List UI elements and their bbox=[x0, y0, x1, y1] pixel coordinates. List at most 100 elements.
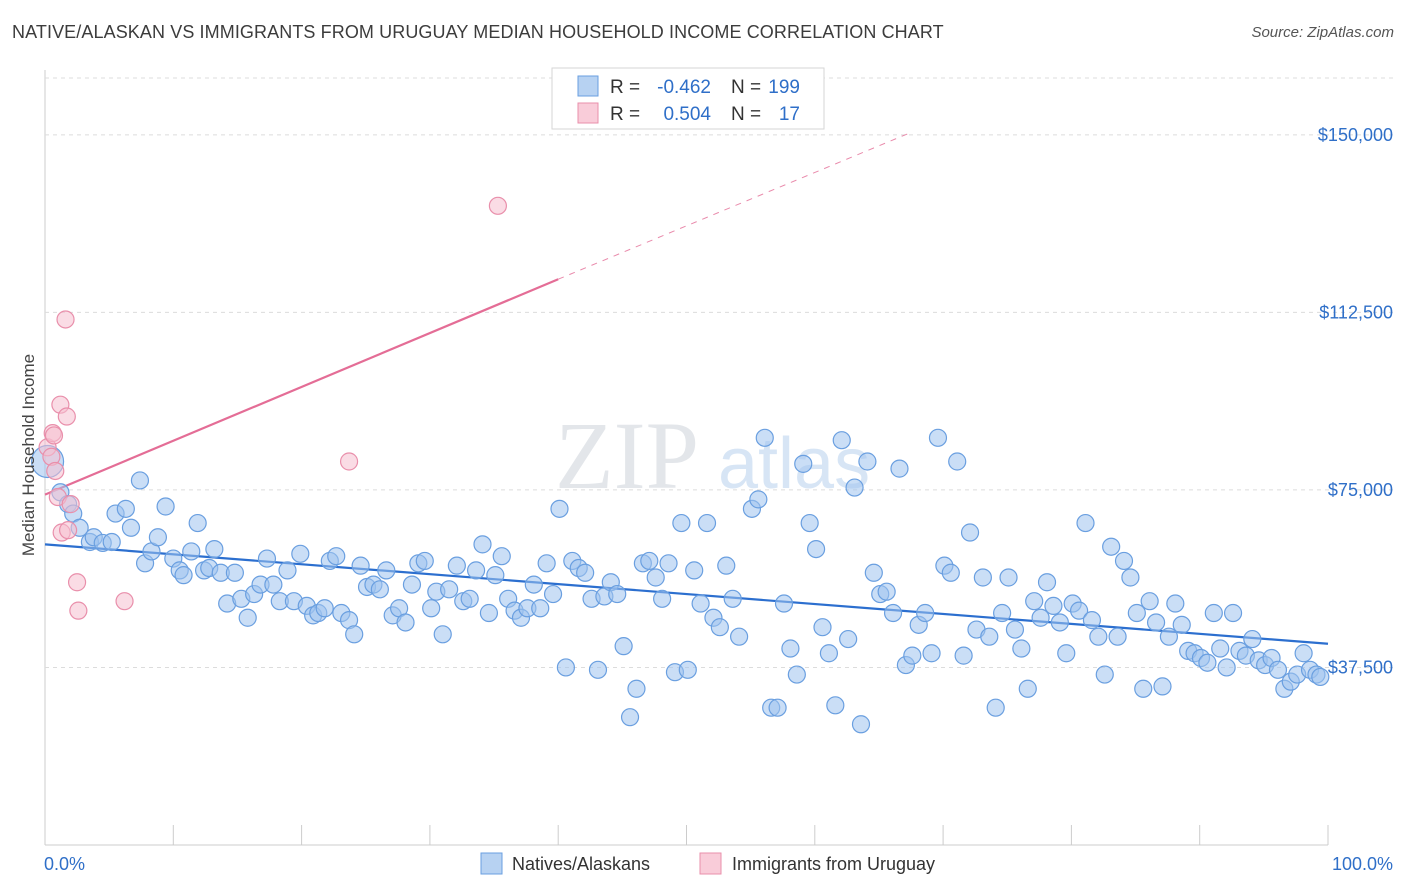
point-natives bbox=[1127, 603, 1146, 623]
x-tick-label-min: 0.0% bbox=[44, 854, 85, 874]
point-natives bbox=[130, 471, 150, 490]
point-natives bbox=[1057, 644, 1076, 663]
point-natives bbox=[774, 594, 794, 613]
point-natives bbox=[672, 513, 691, 533]
point-natives bbox=[479, 603, 499, 623]
point-natives bbox=[858, 452, 877, 471]
point-natives bbox=[851, 715, 871, 734]
point-natives bbox=[156, 497, 175, 516]
point-natives bbox=[1153, 677, 1172, 696]
legend-label-natives[interactable]: Natives/Alaskans bbox=[512, 854, 650, 874]
point-natives bbox=[826, 696, 845, 715]
point-natives bbox=[537, 554, 556, 573]
point-natives bbox=[1037, 573, 1057, 592]
point-natives bbox=[883, 603, 903, 623]
point-natives bbox=[402, 575, 422, 594]
point-natives bbox=[1204, 603, 1223, 623]
point-natives bbox=[1223, 603, 1243, 623]
point-uruguay bbox=[58, 521, 78, 540]
legend: Natives/Alaskans Immigrants from Uruguay bbox=[480, 852, 935, 875]
point-natives bbox=[1005, 620, 1025, 639]
point-natives bbox=[1294, 644, 1313, 663]
y-tick-label: $37,500 bbox=[1328, 657, 1393, 677]
point-uruguay bbox=[46, 461, 65, 481]
point-natives bbox=[543, 584, 563, 604]
stats-r-label-natives: R = bbox=[610, 77, 640, 98]
point-natives bbox=[864, 563, 883, 582]
point-uruguay bbox=[488, 196, 507, 215]
point-natives bbox=[928, 428, 948, 447]
point-natives bbox=[225, 563, 244, 582]
point-natives bbox=[922, 644, 941, 663]
point-natives bbox=[1114, 551, 1134, 571]
point-natives bbox=[550, 499, 569, 518]
point-natives bbox=[980, 627, 999, 646]
point-natives bbox=[492, 547, 511, 566]
point-natives bbox=[1018, 679, 1037, 698]
point-natives bbox=[768, 698, 787, 717]
point-natives bbox=[794, 454, 813, 473]
stats-r-value-uruguay: 0.504 bbox=[663, 104, 711, 125]
stats-swatch-natives bbox=[577, 75, 599, 97]
point-natives bbox=[1217, 658, 1236, 677]
point-natives bbox=[315, 599, 334, 618]
point-natives bbox=[1268, 660, 1288, 679]
point-natives bbox=[627, 679, 646, 698]
point-natives bbox=[1211, 639, 1230, 658]
point-natives bbox=[1031, 608, 1050, 627]
point-uruguay bbox=[67, 573, 87, 592]
legend-label-uruguay[interactable]: Immigrants from Uruguay bbox=[732, 854, 935, 874]
legend-swatch-natives[interactable] bbox=[480, 852, 503, 875]
point-natives bbox=[588, 660, 608, 679]
point-natives bbox=[291, 544, 310, 563]
point-natives bbox=[999, 568, 1018, 587]
point-natives bbox=[1198, 653, 1217, 672]
point-natives bbox=[749, 490, 768, 509]
point-natives bbox=[1172, 615, 1191, 634]
x-tick-label-max: 100.0% bbox=[1332, 854, 1393, 874]
point-natives bbox=[264, 575, 283, 594]
point-natives bbox=[205, 539, 224, 559]
point-uruguay bbox=[61, 495, 80, 514]
point-natives bbox=[1076, 513, 1095, 533]
point-natives bbox=[460, 589, 479, 608]
point-natives bbox=[102, 532, 121, 552]
point-natives bbox=[973, 568, 992, 587]
trend-line-uruguay bbox=[44, 278, 559, 496]
point-natives bbox=[608, 584, 627, 604]
point-natives bbox=[396, 613, 415, 632]
point-natives bbox=[1159, 627, 1179, 646]
point-natives bbox=[327, 547, 346, 566]
point-natives bbox=[960, 523, 980, 542]
point-natives bbox=[1311, 667, 1330, 687]
point-natives bbox=[345, 625, 364, 644]
point-uruguay bbox=[56, 310, 75, 329]
point-natives bbox=[524, 575, 543, 594]
point-natives bbox=[781, 639, 800, 658]
point-natives bbox=[1095, 665, 1114, 684]
point-natives bbox=[433, 625, 452, 644]
y-tick-label: $112,500 bbox=[1319, 302, 1393, 322]
legend-swatch-uruguay[interactable] bbox=[699, 852, 722, 875]
stats-n-value-uruguay: 17 bbox=[779, 104, 800, 125]
point-natives bbox=[954, 646, 973, 665]
watermark: ZIP atlas bbox=[555, 402, 870, 509]
point-natives bbox=[723, 589, 742, 608]
point-natives bbox=[620, 708, 640, 727]
point-uruguay bbox=[339, 452, 359, 471]
point-natives bbox=[1243, 629, 1262, 649]
gridlines bbox=[45, 77, 1393, 668]
point-natives bbox=[755, 428, 774, 447]
point-natives bbox=[916, 603, 935, 623]
point-natives bbox=[182, 542, 201, 561]
point-natives bbox=[685, 561, 704, 580]
point-natives bbox=[730, 627, 749, 646]
point-natives bbox=[466, 561, 486, 580]
point-natives bbox=[351, 556, 370, 575]
point-natives bbox=[1089, 627, 1108, 646]
point-natives bbox=[415, 551, 434, 571]
point-natives bbox=[116, 499, 135, 518]
stats-n-label-uruguay: N = bbox=[731, 104, 761, 125]
point-natives bbox=[941, 563, 960, 582]
